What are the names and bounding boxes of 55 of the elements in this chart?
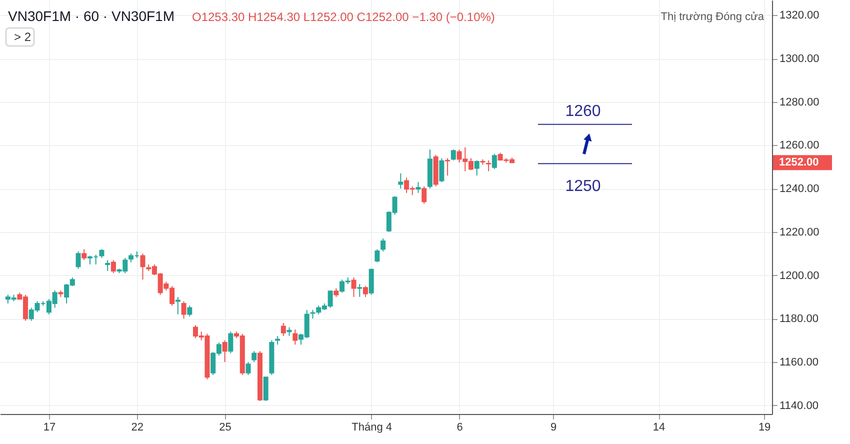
x-tick-label: Tháng 4: [352, 422, 392, 434]
candlestick: [357, 283, 362, 298]
candlestick: [187, 305, 192, 317]
candlestick: [181, 300, 186, 320]
annotation: 1250: [565, 178, 601, 195]
y-tick-label: 1260.00: [780, 140, 820, 152]
candlestick: [474, 160, 480, 176]
text: VN30F1M · 60 · VN30F1M: [8, 8, 174, 24]
y-tick-label: 1280.00: [780, 96, 820, 108]
annotation: Thị trường Đóng cửa: [660, 11, 765, 23]
text: O1253.30 H1254.30 L1252.00 C1252.00 −1.30 (−0.10%): [192, 10, 495, 24]
candlestick: [252, 350, 257, 362]
annotation: > 2: [14, 30, 32, 44]
candlestick: [422, 186, 427, 204]
candlestick: [105, 260, 110, 272]
x-tick-label: 9: [550, 422, 557, 434]
x-tick-label: 22: [131, 422, 144, 434]
candlestick: [222, 340, 228, 362]
candlestick: [351, 276, 356, 298]
x-tick-label: 6: [456, 422, 463, 434]
x-tick-label: 19: [758, 422, 771, 434]
candlestick: [374, 248, 380, 263]
candlestick: [450, 149, 456, 161]
candlestick: [439, 158, 444, 183]
y-tick-label: 1200.00: [780, 270, 820, 282]
candlestick: [82, 248, 87, 261]
candlestick: [416, 182, 421, 194]
candlestick: [76, 250, 81, 270]
x-tick-label: 25: [219, 422, 232, 434]
candlestick: [380, 238, 386, 252]
y-tick-label: 1140.00: [780, 400, 818, 412]
candlestick: [292, 328, 298, 346]
candlestick: [140, 253, 146, 280]
x-tick-label: 14: [652, 422, 666, 434]
y-tick-label: 1240.00: [780, 183, 820, 196]
y-tick-label: 1320.00: [780, 10, 820, 22]
x-tick-label: 17: [43, 422, 56, 434]
y-tick-label: 1160.00: [780, 356, 818, 368]
candlestick: [110, 260, 116, 274]
candlestick: [246, 361, 251, 376]
candlestick: [280, 322, 286, 336]
candlestick: [368, 268, 374, 296]
y-tick-label: 1220.00: [780, 226, 820, 238]
candlestick: [492, 153, 497, 170]
annotation: 1260: [565, 103, 601, 120]
candlestick: [398, 172, 404, 190]
candlestick: [228, 331, 234, 354]
candlestick: [263, 376, 268, 402]
y-tick-label: 1180.00: [780, 313, 818, 326]
candlestick: [175, 296, 180, 315]
candlestick: [362, 286, 368, 298]
text: 1252.00: [779, 156, 819, 169]
candlestick: [486, 160, 492, 172]
y-tick-label: 1300.00: [780, 53, 820, 66]
candlestick: [445, 158, 450, 176]
